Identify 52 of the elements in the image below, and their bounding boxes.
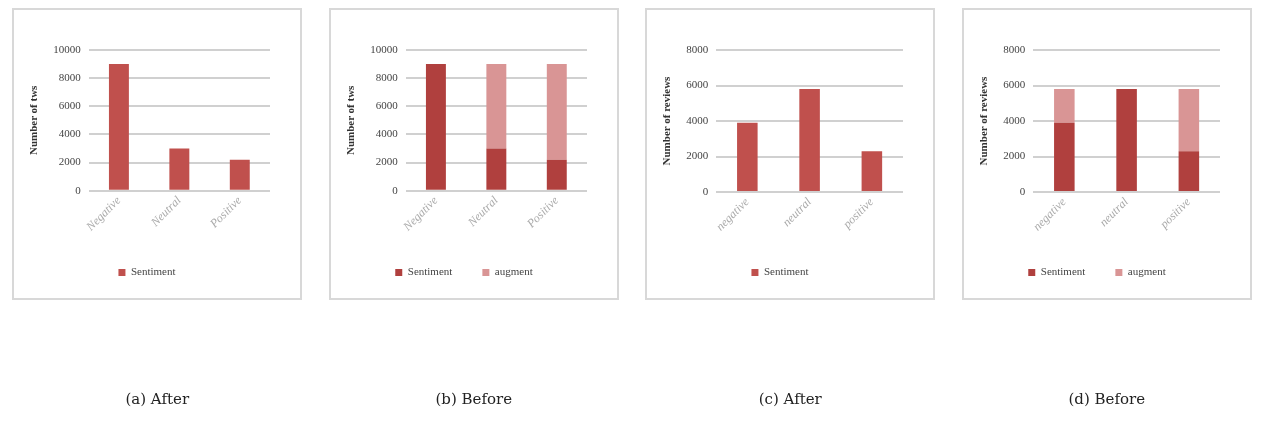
y-tick-label: 2000	[686, 149, 709, 162]
y-tick-label: 0	[75, 183, 82, 196]
bar	[1178, 151, 1199, 192]
text: (b) Before	[435, 390, 513, 408]
bar	[109, 64, 130, 190]
bar	[169, 148, 190, 190]
y-tick-label: 6000	[1002, 78, 1026, 91]
y-tick-label: 4000	[686, 113, 709, 126]
y-tick-label: 2000	[58, 155, 82, 168]
legend-label: Sentiment	[131, 265, 176, 278]
y-tick-label: 2000	[1002, 149, 1026, 162]
text: (d) Before	[1068, 390, 1146, 408]
bar	[486, 148, 507, 190]
bar	[546, 159, 567, 190]
legend-label: augment	[1127, 265, 1166, 278]
y-tick-label: 8000	[58, 71, 82, 84]
bar	[737, 122, 758, 192]
bar	[799, 89, 821, 192]
y-tick-label: 2000	[375, 155, 398, 168]
bar	[1116, 89, 1137, 192]
bar	[1053, 89, 1075, 123]
y-tick-label: 8000	[686, 42, 709, 55]
text: (a) After	[125, 390, 190, 408]
y-axis-title: Number of reviews	[660, 75, 673, 166]
y-tick-label: 8000	[1002, 42, 1026, 55]
bar	[486, 64, 507, 149]
y-axis-title: Number of tws	[27, 84, 40, 156]
y-tick-label: 4000	[1002, 113, 1026, 126]
bar	[1178, 89, 1199, 152]
y-tick-label: 4000	[58, 127, 82, 140]
bar	[861, 151, 883, 192]
y-tick-label: 0	[391, 183, 398, 196]
legend-label: Sentiment	[407, 265, 453, 278]
legend-label: Sentiment	[1040, 265, 1086, 278]
y-tick-label: 4000	[375, 127, 398, 140]
legend-label: Sentiment	[764, 265, 809, 278]
y-tick-label: 0	[702, 184, 709, 197]
y-tick-label: 6000	[686, 78, 709, 91]
legend-label: augment	[494, 265, 533, 278]
y-tick-label: 6000	[375, 99, 398, 112]
bar	[1053, 122, 1075, 192]
y-axis-title: Number of reviews	[977, 75, 990, 166]
y-tick-label: 10000	[53, 42, 82, 55]
y-tick-label: 0	[1019, 184, 1026, 197]
bar	[546, 64, 567, 160]
y-tick-label: 10000	[369, 42, 398, 55]
y-tick-label: 8000	[375, 71, 398, 84]
bar	[230, 159, 251, 190]
y-axis-title: Number of tws	[344, 84, 357, 156]
bar	[425, 64, 446, 190]
y-tick-label: 6000	[58, 99, 82, 112]
text: (c) After	[758, 390, 822, 408]
